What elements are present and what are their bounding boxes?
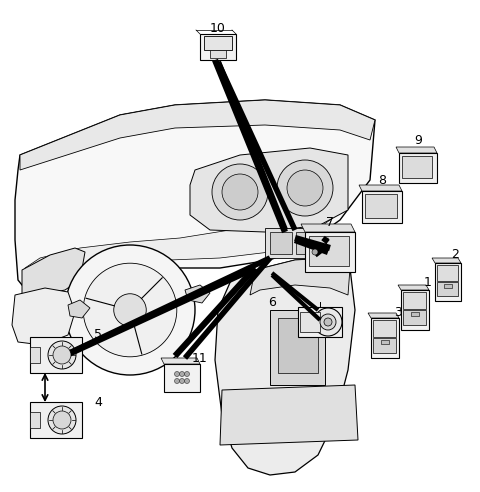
- Polygon shape: [250, 258, 350, 295]
- Bar: [403, 310, 426, 325]
- Bar: [265, 228, 320, 258]
- Text: 8: 8: [378, 175, 386, 187]
- Bar: [200, 34, 236, 60]
- Circle shape: [222, 174, 258, 210]
- Circle shape: [175, 378, 180, 383]
- Circle shape: [53, 411, 71, 429]
- Bar: [402, 156, 432, 178]
- Bar: [437, 265, 458, 281]
- Text: 9: 9: [414, 133, 422, 147]
- Bar: [270, 232, 292, 254]
- Circle shape: [180, 371, 184, 376]
- Bar: [210, 50, 226, 58]
- Circle shape: [184, 378, 190, 383]
- Circle shape: [65, 245, 195, 375]
- Bar: [300, 312, 320, 332]
- Circle shape: [287, 170, 323, 206]
- Bar: [399, 153, 437, 183]
- Circle shape: [212, 164, 268, 220]
- Circle shape: [277, 160, 333, 216]
- Bar: [403, 292, 426, 309]
- Circle shape: [180, 378, 184, 383]
- Circle shape: [312, 249, 318, 255]
- Text: 11: 11: [192, 351, 208, 365]
- Bar: [435, 263, 461, 301]
- Bar: [401, 290, 429, 330]
- Bar: [164, 364, 200, 392]
- Text: 6: 6: [268, 296, 276, 308]
- Bar: [411, 312, 419, 316]
- Circle shape: [175, 371, 180, 376]
- Bar: [381, 340, 389, 344]
- Polygon shape: [12, 288, 75, 345]
- Text: 1: 1: [424, 277, 432, 289]
- Bar: [298, 307, 342, 337]
- Circle shape: [320, 314, 336, 330]
- Bar: [305, 232, 355, 272]
- Bar: [362, 191, 402, 223]
- Polygon shape: [220, 385, 358, 445]
- Bar: [30, 402, 82, 438]
- Circle shape: [48, 406, 76, 434]
- Bar: [437, 282, 458, 296]
- Polygon shape: [359, 185, 402, 191]
- Bar: [373, 320, 396, 337]
- Bar: [30, 347, 40, 363]
- Polygon shape: [161, 358, 200, 364]
- Polygon shape: [25, 185, 340, 280]
- Polygon shape: [22, 248, 85, 295]
- Text: 7: 7: [326, 215, 334, 228]
- Polygon shape: [398, 285, 429, 290]
- Bar: [373, 338, 396, 353]
- Text: 10: 10: [210, 22, 226, 34]
- Bar: [371, 318, 399, 358]
- Circle shape: [48, 341, 76, 369]
- Bar: [204, 36, 232, 50]
- Bar: [270, 310, 325, 385]
- Circle shape: [324, 318, 332, 326]
- Bar: [30, 337, 82, 373]
- Circle shape: [53, 346, 71, 364]
- Text: 3: 3: [394, 306, 402, 318]
- Polygon shape: [368, 313, 399, 318]
- Circle shape: [314, 308, 342, 336]
- Polygon shape: [20, 100, 375, 170]
- Polygon shape: [190, 148, 348, 232]
- Polygon shape: [15, 100, 375, 295]
- Bar: [296, 232, 318, 254]
- Bar: [278, 318, 318, 373]
- Text: 5: 5: [94, 329, 102, 341]
- Bar: [309, 236, 349, 266]
- Circle shape: [83, 263, 177, 357]
- Circle shape: [184, 371, 190, 376]
- Circle shape: [114, 294, 146, 326]
- Polygon shape: [215, 258, 355, 475]
- Text: 4: 4: [94, 396, 102, 408]
- Text: 2: 2: [451, 248, 459, 262]
- Polygon shape: [68, 300, 90, 318]
- Bar: [365, 194, 397, 218]
- Bar: [444, 284, 452, 288]
- Polygon shape: [432, 258, 461, 263]
- Polygon shape: [396, 147, 437, 153]
- Polygon shape: [301, 224, 355, 232]
- Polygon shape: [185, 285, 210, 303]
- Bar: [30, 412, 40, 428]
